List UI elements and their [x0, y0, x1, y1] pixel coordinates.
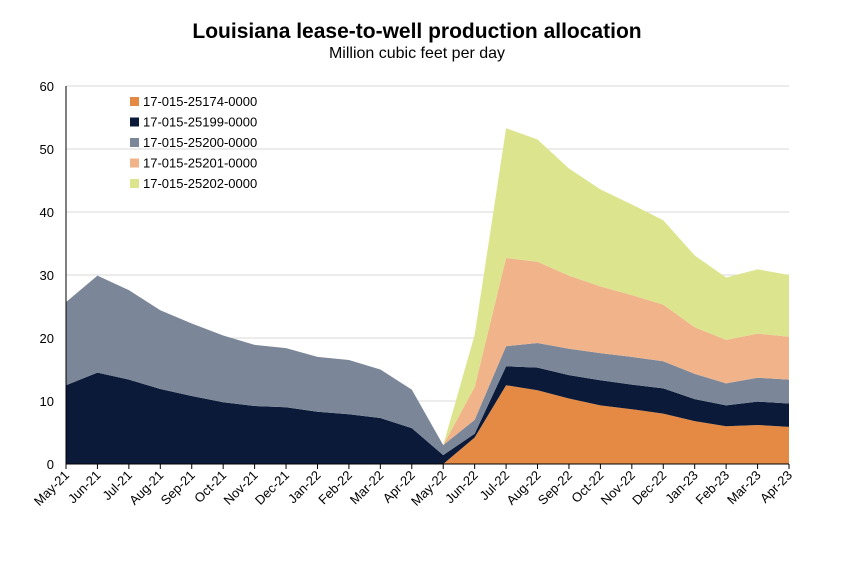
legend-swatch — [130, 97, 139, 106]
x-tick-label: Nov-22 — [598, 468, 638, 508]
x-tick-label: Dec-21 — [252, 468, 292, 508]
y-tick-label: 60 — [40, 79, 54, 94]
y-tick-label: 30 — [40, 268, 54, 283]
x-tick-label: Jun-22 — [442, 468, 481, 507]
chart-subtitle: Million cubic feet per day — [328, 45, 506, 62]
x-tick-label: Sep-22 — [535, 468, 575, 508]
legend-label: 17-015-25174-0000 — [143, 94, 257, 109]
chart-title: Louisiana lease-to-well production alloc… — [192, 20, 642, 43]
y-tick-label: 50 — [40, 142, 54, 157]
legend-swatch — [130, 117, 139, 127]
y-tick-label: 20 — [40, 331, 54, 346]
legend-label: 17-015-25202-0000 — [143, 176, 257, 191]
x-tick-label: Sep-21 — [158, 468, 198, 508]
area-series-17-015-25200-0000 — [66, 275, 789, 456]
legend-label: 17-015-25199-0000 — [143, 115, 257, 130]
area-series-17-015-25174-0000 — [66, 385, 789, 464]
x-tick-label: Dec-22 — [629, 468, 669, 508]
x-tick-label: Nov-21 — [220, 468, 260, 508]
y-tick-label: 0 — [47, 457, 54, 472]
plot-areas — [66, 128, 789, 464]
x-tick-label: May-22 — [408, 468, 449, 509]
y-tick-label: 40 — [40, 205, 54, 220]
x-tick-label: Aug-21 — [126, 468, 166, 508]
area-series-17-015-25199-0000 — [66, 366, 789, 464]
legend-label: 17-015-25200-0000 — [143, 135, 257, 150]
x-tick-label: Jun-21 — [65, 468, 104, 507]
x-tick-label: May-21 — [31, 468, 72, 509]
x-tick-label: Feb-22 — [315, 468, 355, 508]
legend: 17-015-25174-0000 17-015-25199-0000 17-015… — [130, 94, 257, 191]
legend-swatch — [130, 158, 139, 168]
x-tick-label: Mar-22 — [347, 468, 387, 508]
y-tick-label: 10 — [40, 394, 54, 409]
x-tick-label: Apr-23 — [757, 468, 795, 506]
legend-swatch — [130, 138, 139, 147]
area-series-17-015-25201-0000 — [66, 257, 789, 446]
legend-label: 17-015-25201-0000 — [143, 156, 257, 171]
x-tick-label: Feb-23 — [693, 468, 733, 508]
area-series-17-015-25202-0000 — [66, 128, 789, 446]
legend-swatch — [130, 179, 139, 188]
x-tick-label: Mar-23 — [724, 468, 764, 508]
x-tick-label: Aug-22 — [503, 468, 543, 508]
